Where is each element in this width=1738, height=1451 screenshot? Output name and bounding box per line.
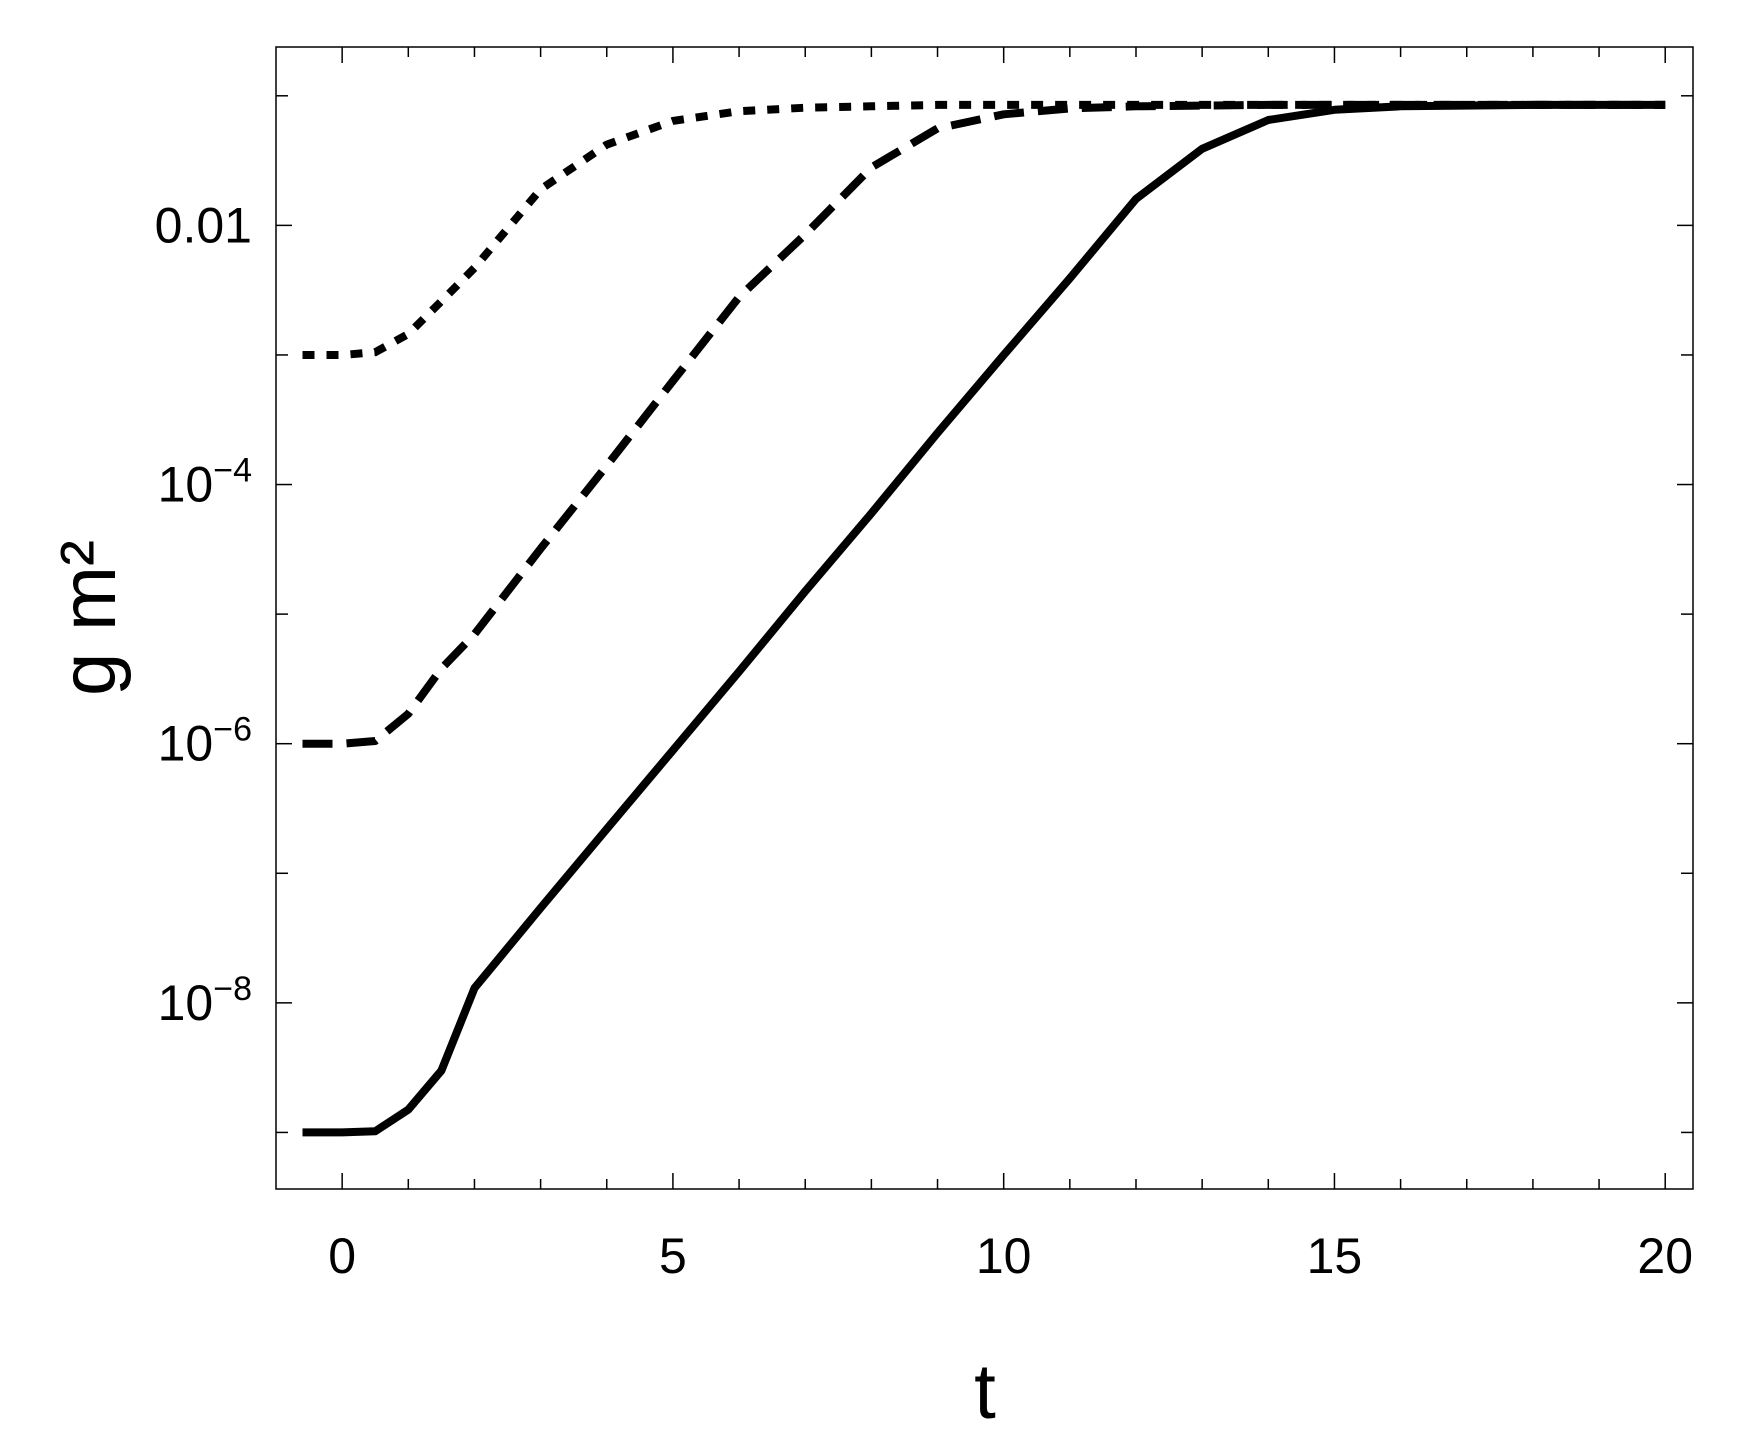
- x-tick-label: 20: [1637, 1228, 1693, 1284]
- y-tick-label: 10−4: [158, 452, 252, 513]
- x-axis-label: t: [974, 1347, 996, 1435]
- x-tick-label: 0: [328, 1228, 356, 1284]
- series-line: [302, 100, 1666, 359]
- y-tick-label: 10−8: [158, 970, 252, 1031]
- x-tick-label: 10: [976, 1228, 1032, 1284]
- plot-frame: [275, 46, 1694, 1190]
- x-tick-label: 5: [659, 1228, 687, 1284]
- series-line: [302, 100, 1666, 1137]
- y-tick-label: 10−6: [158, 711, 252, 772]
- y-tick-label: 0.01: [155, 197, 252, 253]
- x-tick-label: 15: [1307, 1228, 1363, 1284]
- series-line: [302, 100, 1666, 748]
- y-axis-label: g m²: [44, 540, 132, 696]
